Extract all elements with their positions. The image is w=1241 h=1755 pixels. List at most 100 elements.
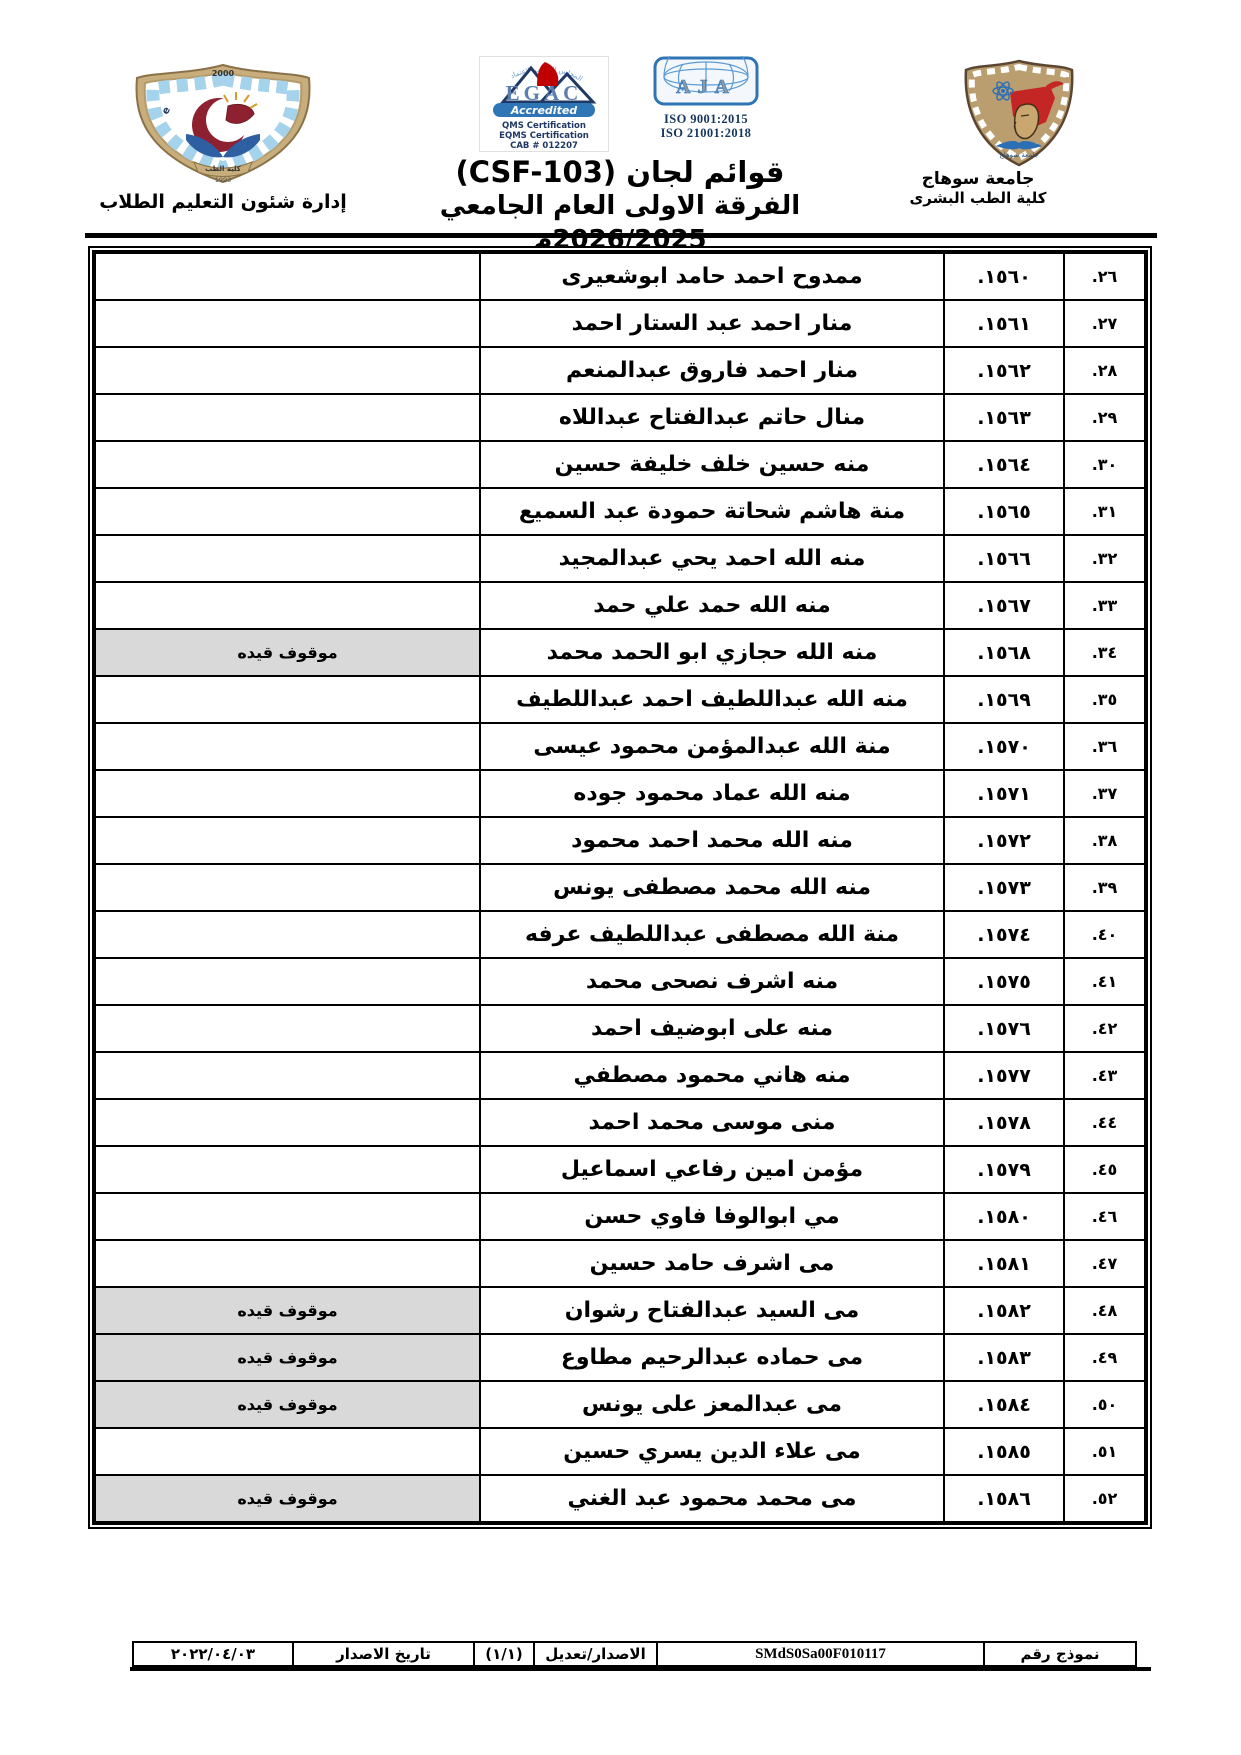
row-note-cell: [93, 346, 481, 395]
form-number-value: SMdS0Sa00F010117: [656, 1641, 985, 1667]
row-student-name-cell: مى السيد عبدالفتاح رشوان: [479, 1286, 945, 1335]
university-name: جامعة سوهاج: [921, 169, 1035, 189]
row-note-cell: [93, 1051, 481, 1100]
row-serial-cell: ٤٨.: [1063, 1286, 1147, 1335]
row-student-name-cell: منار احمد عبد الستار احمد: [479, 299, 945, 348]
row-student-name-cell: منة هاشم شحاتة حمودة عبد السميع: [479, 487, 945, 536]
row-serial-cell: ٣٦.: [1063, 722, 1147, 771]
student-row: ٤١. ١٥٧٥. منه اشرف نصحى محمد: [93, 957, 1147, 1006]
row-student-id-cell: ١٥٦٧.: [943, 581, 1065, 630]
row-serial-cell: ٤٧.: [1063, 1239, 1147, 1288]
row-student-name-cell: منه الله عماد محمود جوده: [479, 769, 945, 818]
row-student-id-cell: ١٥٧٩.: [943, 1145, 1065, 1194]
issue-date-label: تاريخ الاصدار: [292, 1641, 475, 1667]
row-student-id-cell: ١٥٦٠.: [943, 251, 1065, 301]
row-note-cell: موقوف قيده: [93, 628, 481, 677]
students-table-body: ٢٦. ١٥٦٠. ممدوح احمد حامد ابوشعيرى ٢٧. ١…: [93, 251, 1147, 1524]
row-serial-cell: ٣٤.: [1063, 628, 1147, 677]
student-row: ٥١. ١٥٨٥. مى علاء الدين يسري حسين: [93, 1427, 1147, 1476]
row-student-id-cell: ١٥٦٦.: [943, 534, 1065, 583]
student-row: ٤٩. ١٥٨٣. مى حماده عبدالرحيم مطاوع موقوف…: [93, 1333, 1147, 1382]
row-note-cell: [93, 863, 481, 912]
row-serial-cell: ٢٨.: [1063, 346, 1147, 395]
faculty-name: كلية الطب البشرى: [909, 188, 1047, 207]
student-row: ٣٣. ١٥٦٧. منه الله حمد علي حمد: [93, 581, 1147, 630]
form-number-label: نموذج رقم: [983, 1641, 1137, 1667]
aja-registrars-logo: AJA: [653, 34, 759, 106]
student-row: ٣١. ١٥٦٥. منة هاشم شحاتة حمودة عبد السمي…: [93, 487, 1147, 536]
row-student-name-cell: منة الله عبدالمؤمن محمود عيسى: [479, 722, 945, 771]
student-row: ٤٣. ١٥٧٧. منه هاني محمود مصطفي: [93, 1051, 1147, 1100]
row-serial-cell: ٢٩.: [1063, 393, 1147, 442]
department-header-block: 2000 Faculty of Medicine كلية الطب 1993 …: [98, 62, 348, 213]
row-student-name-cell: منه الله محمد احمد محمود: [479, 816, 945, 865]
faculty-logo-top-year: 2000: [211, 69, 234, 78]
row-student-name-cell: منار احمد فاروق عبدالمنعم: [479, 346, 945, 395]
row-note-cell: [93, 534, 481, 583]
row-student-id-cell: ١٥٧٨.: [943, 1098, 1065, 1147]
header-divider-rule: [85, 233, 1157, 238]
row-note-cell: [93, 1427, 481, 1476]
row-serial-cell: ٣١.: [1063, 487, 1147, 536]
issue-revision-label: الاصدار/تعديل: [533, 1641, 658, 1667]
issue-revision-value: (١/١): [473, 1641, 535, 1667]
row-student-name-cell: منة الله مصطفى عبداللطيف عرفه: [479, 910, 945, 959]
egac-accredited-band: Accredited: [510, 104, 577, 117]
row-note-cell: [93, 487, 481, 536]
row-student-name-cell: مى محمد محمود عبد الغني: [479, 1474, 945, 1524]
row-note-cell: [93, 251, 481, 301]
student-row: ٣٠. ١٥٦٤. منه حسين خلف خليفة حسين: [93, 440, 1147, 489]
issue-date-value: ٢٠٢٢/٠٤/٠٣: [132, 1641, 294, 1667]
row-student-id-cell: ١٥٧٣.: [943, 863, 1065, 912]
row-serial-cell: ٣٩.: [1063, 863, 1147, 912]
row-note-cell: موقوف قيده: [93, 1333, 481, 1382]
row-student-name-cell: منى موسى محمد احمد: [479, 1098, 945, 1147]
form-metadata-table: نموذج رقم SMdS0Sa00F010117 الاصدار/تعديل…: [132, 1641, 1137, 1667]
row-serial-cell: ٣٢.: [1063, 534, 1147, 583]
row-note-cell: [93, 957, 481, 1006]
row-student-id-cell: ١٥٨١.: [943, 1239, 1065, 1288]
student-row: ٣٦. ١٥٧٠. منة الله عبدالمؤمن محمود عيسى: [93, 722, 1147, 771]
row-serial-cell: ٢٧.: [1063, 299, 1147, 348]
row-student-name-cell: مؤمن امين رفاعي اسماعيل: [479, 1145, 945, 1194]
student-row: ٤٤. ١٥٧٨. منى موسى محمد احمد: [93, 1098, 1147, 1147]
aja-logo-box: AJA ISO 9001:2015 ISO 21001:2018: [651, 34, 761, 141]
row-student-id-cell: ١٥٧٤.: [943, 910, 1065, 959]
students-table: ٢٦. ١٥٦٠. ممدوح احمد حامد ابوشعيرى ٢٧. ١…: [92, 250, 1148, 1525]
row-student-id-cell: ١٥٨٣.: [943, 1333, 1065, 1382]
row-serial-cell: ٣٧.: [1063, 769, 1147, 818]
row-student-id-cell: ١٥٨٥.: [943, 1427, 1065, 1476]
egac-line-qms: QMS Certification: [502, 121, 586, 131]
student-row: ٣٨. ١٥٧٢. منه الله محمد احمد محمود: [93, 816, 1147, 865]
row-student-id-cell: ١٥٨٤.: [943, 1380, 1065, 1429]
row-student-name-cell: منه الله حجازي ابو الحمد محمد: [479, 628, 945, 677]
faculty-logo-college-text: كلية الطب: [205, 165, 242, 173]
row-note-cell: [93, 1239, 481, 1288]
row-student-id-cell: ١٥٧٢.: [943, 816, 1065, 865]
row-student-name-cell: مى عبدالمعز على يونس: [479, 1380, 945, 1429]
row-student-id-cell: ١٥٦٩.: [943, 675, 1065, 724]
row-student-name-cell: منه الله عبداللطيف احمد عبداللطيف: [479, 675, 945, 724]
row-note-cell: موقوف قيده: [93, 1380, 481, 1429]
student-row: ٥٢. ١٥٨٦. مى محمد محمود عبد الغني موقوف …: [93, 1474, 1147, 1524]
sohag-university-logo: جامعة سوهاج: [964, 59, 1074, 167]
row-student-id-cell: ١٥٧٠.: [943, 722, 1065, 771]
row-serial-cell: ٣٣.: [1063, 581, 1147, 630]
row-student-id-cell: ١٥٧٧.: [943, 1051, 1065, 1100]
row-student-name-cell: منه الله محمد مصطفى يونس: [479, 863, 945, 912]
student-row: ٣٤. ١٥٦٨. منه الله حجازي ابو الحمد محمد …: [93, 628, 1147, 677]
row-student-name-cell: منه الله حمد علي حمد: [479, 581, 945, 630]
egac-accreditation-logo: المجلس الوطنى للاعتماد EGAC Accredited Q…: [479, 56, 609, 152]
row-note-cell: [93, 440, 481, 489]
page-title: قوائم لجان (CSF-103): [455, 155, 785, 189]
student-row: ٤٨. ١٥٨٢. مى السيد عبدالفتاح رشوان موقوف…: [93, 1286, 1147, 1335]
row-note-cell: [93, 816, 481, 865]
row-student-name-cell: مي ابوالوفا فاوي حسن: [479, 1192, 945, 1241]
student-row: ٣٧. ١٥٧١. منه الله عماد محمود جوده: [93, 769, 1147, 818]
row-serial-cell: ٢٦.: [1063, 251, 1147, 301]
row-student-name-cell: مى اشرف حامد حسين: [479, 1239, 945, 1288]
row-note-cell: [93, 769, 481, 818]
department-label: إدارة شئون التعليم الطلاب: [99, 191, 347, 213]
student-row: ٣٩. ١٥٧٣. منه الله محمد مصطفى يونس: [93, 863, 1147, 912]
footer-thick-rule: [130, 1667, 1151, 1671]
